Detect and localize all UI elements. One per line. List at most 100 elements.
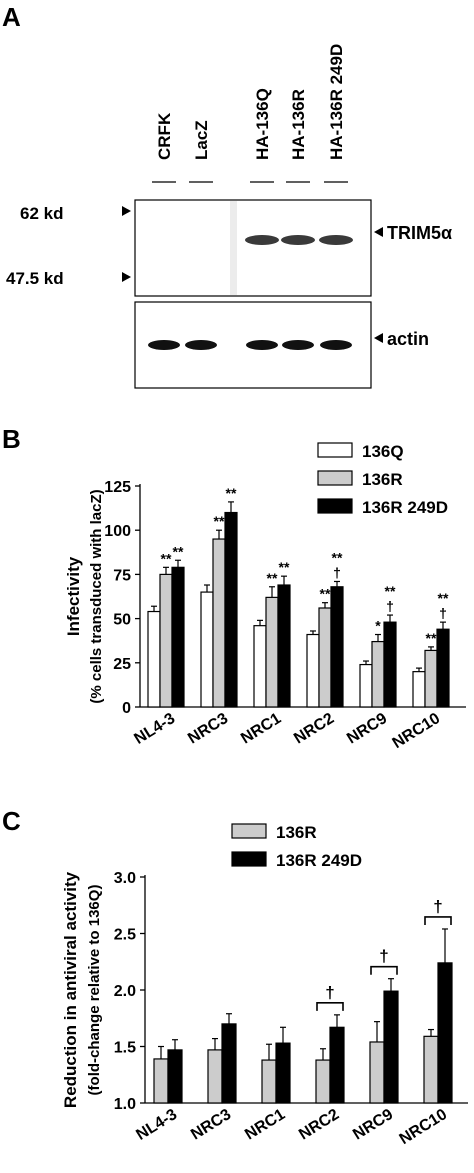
chart-c-legend-label: 136R bbox=[276, 823, 317, 842]
chart-b-legend-swatch bbox=[317, 498, 353, 514]
actin-band bbox=[185, 340, 217, 350]
panel-c-label: C bbox=[2, 806, 21, 836]
chart-b-bar bbox=[371, 640, 385, 708]
chart-b-y-tick-label: 75 bbox=[113, 567, 131, 584]
chart-b-bar bbox=[306, 633, 320, 708]
chart-c-legend-swatch bbox=[231, 823, 267, 839]
chart-b-significance-mark: ** bbox=[267, 570, 278, 586]
marker-62kd: 62 kd bbox=[20, 204, 63, 223]
actin-band bbox=[148, 340, 180, 350]
chart-c-bar bbox=[329, 1026, 345, 1104]
chart-b-legend-label: 136Q bbox=[362, 442, 404, 461]
chart-c-bar bbox=[275, 1042, 291, 1104]
chart-b-bar bbox=[212, 538, 226, 708]
chart-c-bar bbox=[423, 1035, 439, 1104]
chart-b-significance-mark: † bbox=[333, 564, 341, 580]
chart-b-y-tick-label: 0 bbox=[122, 700, 131, 717]
marker-47kd-arrow bbox=[122, 272, 131, 282]
chart-b-bar bbox=[383, 621, 397, 708]
chart-b-bar bbox=[171, 566, 185, 708]
chart-b-y-label: Infectivity bbox=[64, 556, 83, 636]
chart-c-y-tick-label: 3.0 bbox=[114, 870, 136, 887]
chart-c-significance-mark: † bbox=[433, 897, 442, 916]
chart-c-bar bbox=[437, 962, 453, 1104]
chart-c-y-tick-label: 1.5 bbox=[114, 1040, 136, 1057]
chart-c-bar bbox=[207, 1049, 223, 1104]
lane-label: CRFK bbox=[155, 112, 174, 160]
panel-b-label: B bbox=[2, 424, 21, 454]
marker-47kd: 47.5 kd bbox=[6, 269, 64, 288]
chart-b-category-label: NRC3 bbox=[185, 710, 231, 748]
actin-label: actin bbox=[387, 329, 429, 349]
chart-b-significance-mark: † bbox=[386, 598, 394, 614]
chart-b: 0 25 50 75 100 125 Infectivity (% cells transdu… bbox=[64, 442, 466, 752]
chart-c-bar bbox=[369, 1041, 385, 1104]
actin-arrow bbox=[374, 333, 383, 343]
marker-62kd-arrow bbox=[122, 206, 131, 216]
chart-c-y-label-2: (fold-change relative to 136Q) bbox=[86, 885, 103, 1096]
chart-b-category-label: NRC9 bbox=[344, 710, 390, 748]
chart-b-bar bbox=[436, 628, 450, 708]
chart-b-significance-mark: ** bbox=[173, 543, 184, 559]
chart-b-category-label: NL4-3 bbox=[131, 710, 178, 748]
chart-c-bar bbox=[167, 1049, 183, 1104]
trim5-band bbox=[281, 235, 315, 245]
chart-b-y-label-2: (% cells transduced with lacZ) bbox=[88, 489, 105, 703]
chart-c-y-tick-label: 1.0 bbox=[114, 1096, 136, 1113]
chart-b-legend-swatch bbox=[317, 442, 353, 458]
chart-b-bar bbox=[224, 511, 238, 708]
chart-c-category-label: NRC9 bbox=[350, 1106, 396, 1144]
chart-c-category-label: NRC3 bbox=[188, 1106, 234, 1144]
chart-c: 1.0 1.5 2.0 2.5 3.0 Reduction in antiviral ac… bbox=[61, 823, 468, 1148]
panel-c: C 1.0 1.5 2.0 2.5 3.0 Reduction in antiviral … bbox=[2, 806, 468, 1148]
trim5-bands bbox=[245, 235, 353, 245]
chart-c-legend-swatch bbox=[231, 851, 267, 867]
chart-b-bar bbox=[412, 671, 426, 708]
chart-b-significance-mark: ** bbox=[161, 550, 172, 566]
chart-c-y-label: Reduction in antiviral activity bbox=[61, 871, 80, 1108]
chart-b-significance-mark: ** bbox=[385, 583, 396, 599]
blot-splice-gap bbox=[230, 201, 237, 295]
chart-b-significance-mark: ** bbox=[226, 485, 237, 501]
lane-label: HA-136R 249D bbox=[327, 44, 346, 160]
panel-b: B 0 25 50 75 100 125 Infectivity (% cells trans… bbox=[2, 424, 466, 752]
chart-c-category-label: NRC2 bbox=[296, 1106, 342, 1144]
panel-a: A CRFK LacZ HA-136Q HA-136R HA-136R 249D 62 … bbox=[2, 2, 452, 389]
lane-label: HA-136Q bbox=[253, 88, 272, 160]
chart-b-y-tick-label: 125 bbox=[104, 479, 131, 496]
chart-b-significance-mark: ** bbox=[214, 513, 225, 529]
chart-c-y-tick-label: 2.5 bbox=[114, 927, 136, 944]
chart-b-significance-mark: ** bbox=[438, 590, 449, 606]
chart-c-category-label: NRC10 bbox=[397, 1106, 451, 1148]
chart-b-category-label: NRC10 bbox=[390, 710, 444, 752]
chart-b-bar bbox=[159, 573, 173, 708]
lane-labels: CRFK LacZ HA-136Q HA-136R HA-136R 249D bbox=[155, 44, 346, 160]
chart-b-y-tick-label: 50 bbox=[113, 612, 131, 629]
chart-b-bar bbox=[424, 649, 438, 708]
chart-c-legend-label: 136R 249D bbox=[276, 851, 362, 870]
chart-b-category-label: NRC1 bbox=[238, 710, 284, 748]
chart-b-significance-mark: ** bbox=[332, 549, 343, 565]
chart-c-y-tick-label: 2.0 bbox=[114, 983, 136, 1000]
chart-b-significance-mark: ** bbox=[426, 630, 437, 646]
chart-c-significance-mark: † bbox=[325, 983, 334, 1002]
chart-c-bar bbox=[315, 1059, 331, 1104]
chart-c-significance-bracket bbox=[424, 916, 452, 925]
trim5-blot-frame bbox=[134, 199, 372, 297]
chart-b-significance-mark: ** bbox=[279, 559, 290, 575]
trim5-band bbox=[245, 235, 279, 245]
lane-label: LacZ bbox=[192, 120, 211, 160]
trim5-label: TRIM5α bbox=[387, 223, 452, 243]
chart-b-bar bbox=[359, 663, 373, 708]
chart-b-y-tick-label: 25 bbox=[113, 656, 131, 673]
trim5-arrow bbox=[374, 227, 383, 237]
chart-b-significance-mark: * bbox=[375, 618, 381, 634]
chart-c-bar bbox=[221, 1023, 237, 1104]
chart-b-category-label: NRC2 bbox=[291, 710, 337, 748]
chart-b-bar bbox=[265, 596, 279, 708]
chart-b-bar bbox=[330, 586, 344, 708]
chart-b-legend-label: 136R 249D bbox=[362, 498, 448, 517]
chart-b-legend-label: 136R bbox=[362, 470, 403, 489]
actin-band bbox=[320, 340, 352, 350]
